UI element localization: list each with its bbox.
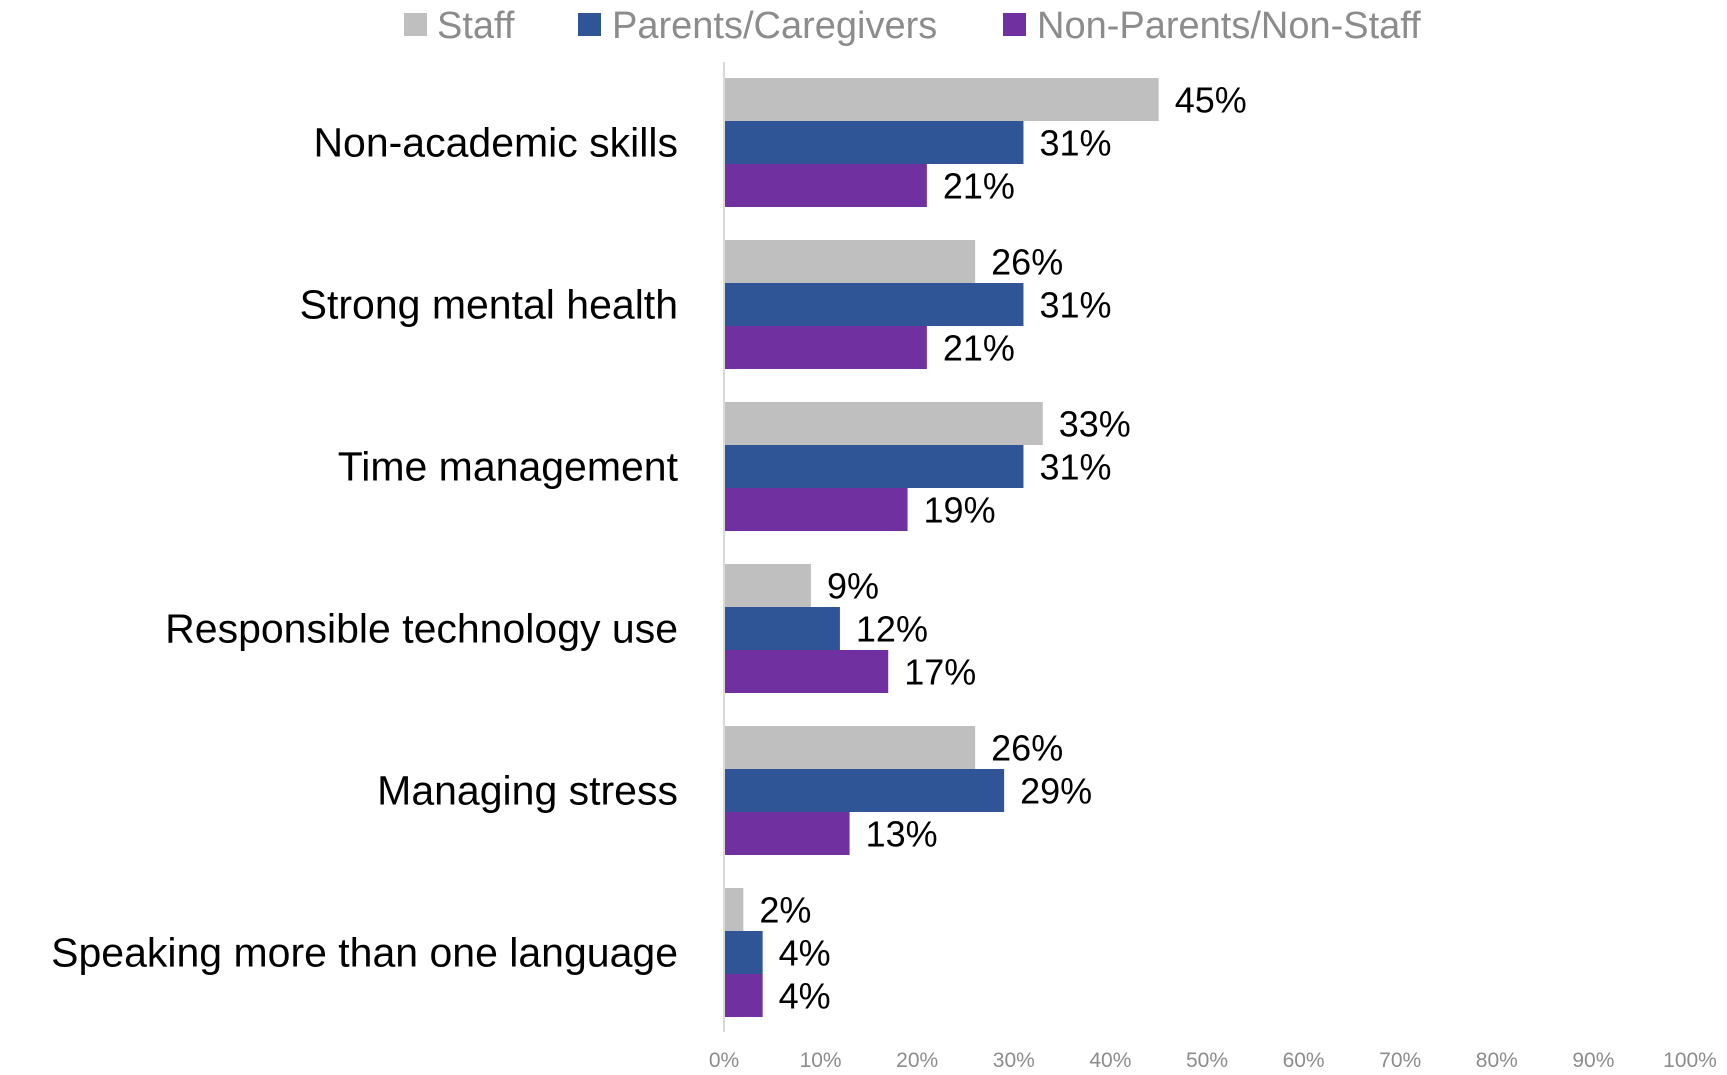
value-axis: 0% 10% 20% 30% 40% 50% 60% 70% 80% 90% 100% — [709, 62, 1717, 1072]
category-label-non-academic-skills: Non-academic skills — [313, 120, 678, 166]
bar-non-parents-non-staff-time-management — [725, 488, 908, 531]
category-labels: Non-academic skills Strong mental health T… — [51, 120, 678, 976]
x-tick-label: 20% — [896, 1049, 938, 1072]
x-tick-label: 50% — [1186, 1049, 1228, 1072]
data-label-non-parents-non-staff-time-management: 19% — [924, 490, 996, 531]
legend-label-staff: Staff — [437, 5, 515, 47]
legend-swatch-non-parents-non-staff — [1003, 13, 1026, 36]
x-tick-label: 10% — [800, 1049, 842, 1072]
x-tick-label: 60% — [1283, 1049, 1325, 1072]
data-label-non-parents-non-staff-managing-stress: 13% — [866, 814, 938, 855]
x-tick-label: 40% — [1089, 1049, 1131, 1072]
category-label-time-management: Time management — [338, 444, 679, 490]
x-tick-label: 80% — [1476, 1049, 1518, 1072]
bar-non-parents-non-staff-managing-stress — [725, 812, 850, 855]
data-label-non-parents-non-staff-strong-mental-health: 21% — [943, 328, 1015, 369]
legend-swatch-staff — [404, 13, 427, 36]
x-tick-label: 100% — [1663, 1049, 1717, 1072]
data-label-staff-strong-mental-health: 26% — [991, 242, 1063, 283]
bar-parents-caregivers-managing-stress — [725, 769, 1005, 812]
category-label-strong-mental-health: Strong mental health — [300, 282, 678, 328]
category-label-managing-stress: Managing stress — [377, 768, 678, 814]
data-label-staff-time-management: 33% — [1059, 404, 1131, 445]
bar-parents-caregivers-speaking-more-than-one-language — [725, 931, 763, 974]
bar-non-parents-non-staff-non-academic-skills — [725, 164, 927, 207]
data-label-non-parents-non-staff-speaking-more-than-one-language: 4% — [779, 976, 831, 1017]
bar-staff-non-academic-skills — [725, 78, 1159, 121]
data-labels: 45%31%21%26%31%21%33%31%19%9%12%17%26%29… — [759, 80, 1246, 1017]
legend-swatch-parents-caregivers — [578, 13, 601, 36]
x-tick-label: 70% — [1379, 1049, 1421, 1072]
bar-staff-time-management — [725, 402, 1043, 445]
data-label-staff-non-academic-skills: 45% — [1175, 80, 1247, 121]
x-tick-label: 90% — [1572, 1049, 1614, 1072]
data-label-parents-caregivers-non-academic-skills: 31% — [1039, 123, 1111, 164]
data-label-parents-caregivers-speaking-more-than-one-language: 4% — [779, 933, 831, 974]
bar-parents-caregivers-strong-mental-health — [725, 283, 1024, 326]
bar-parents-caregivers-time-management — [725, 445, 1024, 488]
legend: Staff Parents/Caregivers Non-Parents/Non-S… — [404, 5, 1421, 47]
data-label-non-parents-non-staff-responsible-technology-use: 17% — [904, 652, 976, 693]
bar-staff-speaking-more-than-one-language — [725, 888, 744, 931]
data-label-parents-caregivers-time-management: 31% — [1039, 447, 1111, 488]
data-label-staff-responsible-technology-use: 9% — [827, 566, 879, 607]
data-label-parents-caregivers-managing-stress: 29% — [1020, 771, 1092, 812]
data-label-staff-managing-stress: 26% — [991, 728, 1063, 769]
x-tick-label: 0% — [709, 1049, 739, 1072]
bar-staff-responsible-technology-use — [725, 564, 811, 607]
bar-non-parents-non-staff-strong-mental-health — [725, 326, 927, 369]
data-label-staff-speaking-more-than-one-language: 2% — [759, 890, 811, 931]
bar-parents-caregivers-responsible-technology-use — [725, 607, 840, 650]
x-tick-label: 30% — [993, 1049, 1035, 1072]
category-label-responsible-technology-use: Responsible technology use — [165, 606, 678, 652]
legend-label-non-parents-non-staff: Non-Parents/Non-Staff — [1037, 5, 1421, 47]
data-label-parents-caregivers-responsible-technology-use: 12% — [856, 609, 928, 650]
category-label-speaking-more-than-one-language: Speaking more than one language — [51, 930, 678, 976]
bar-parents-caregivers-non-academic-skills — [725, 121, 1024, 164]
bar-series — [725, 78, 1159, 1017]
bar-staff-managing-stress — [725, 726, 976, 769]
data-label-parents-caregivers-strong-mental-health: 31% — [1039, 285, 1111, 326]
legend-label-parents-caregivers: Parents/Caregivers — [612, 5, 937, 47]
bar-non-parents-non-staff-speaking-more-than-one-language — [725, 974, 763, 1017]
bar-non-parents-non-staff-responsible-technology-use — [725, 650, 889, 693]
bar-staff-strong-mental-health — [725, 240, 976, 283]
data-label-non-parents-non-staff-non-academic-skills: 21% — [943, 166, 1015, 207]
